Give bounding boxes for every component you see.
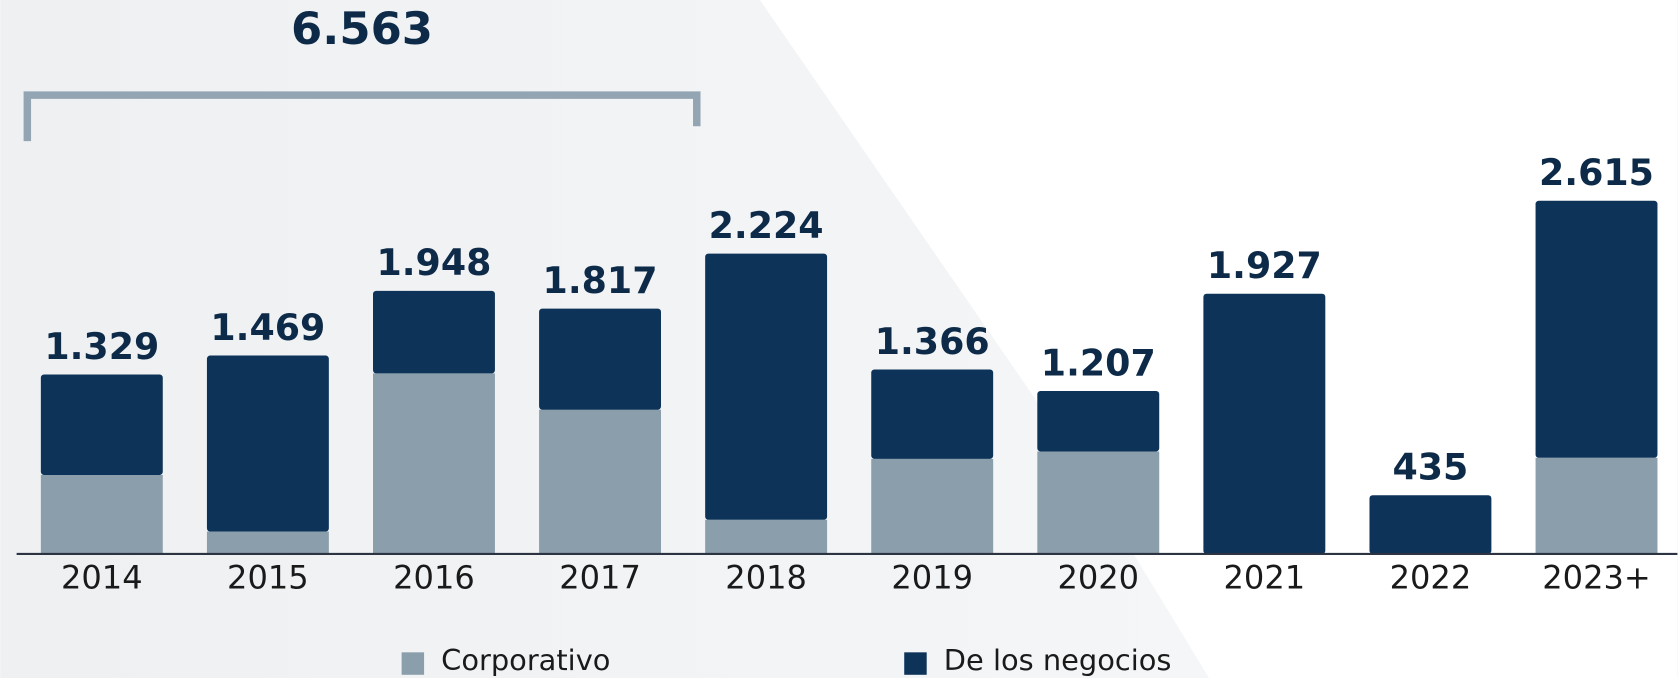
- bar-segment: [871, 458, 994, 554]
- legend-swatch: [904, 652, 927, 675]
- total-label: 1.817: [543, 259, 658, 302]
- bar-segment: [1369, 495, 1492, 554]
- plot: 1.329 2014 1.469 2015 1.948 2016 1.817 2017 2.22…: [40, 151, 1658, 597]
- total-label: 1.469: [210, 306, 325, 349]
- legend-label: Corporativo: [441, 643, 610, 677]
- bar-segment: [1535, 200, 1658, 458]
- bar-segment: [373, 290, 495, 374]
- bar-segment: [1037, 390, 1160, 452]
- bar-segment: [539, 308, 661, 410]
- x-tick-label: 2019: [891, 559, 973, 597]
- bar-segment: [1535, 457, 1658, 554]
- legend-label: De los negocios: [944, 643, 1172, 677]
- x-tick-label: 2017: [559, 559, 641, 597]
- x-tick-label: 2016: [393, 559, 475, 597]
- x-tick-label: 2022: [1390, 559, 1472, 597]
- total-label: 1.948: [376, 241, 491, 284]
- bar-segment: [206, 531, 329, 554]
- bar-segment: [705, 253, 828, 520]
- x-tick-label: 2020: [1057, 559, 1139, 597]
- total-label: 1.927: [1207, 244, 1322, 287]
- annotation: 6.563: [291, 2, 433, 55]
- bracket: [23, 91, 701, 142]
- legend-swatch: [401, 652, 425, 675]
- bar-segment: [871, 369, 994, 459]
- x-tick-label: 2014: [61, 559, 143, 597]
- x-tick-label: 2021: [1224, 559, 1306, 597]
- bar-segment: [40, 474, 163, 554]
- bar-segment: [539, 409, 661, 554]
- bar-segment: [705, 519, 828, 554]
- total-label: 2.615: [1539, 151, 1654, 194]
- x-tick-label: 2015: [227, 559, 309, 597]
- total-label: 2.224: [709, 204, 824, 247]
- bar-segment: [1203, 293, 1326, 554]
- bar-segment: [40, 374, 163, 475]
- bar-segment: [1037, 451, 1160, 554]
- total-label: 435: [1392, 446, 1468, 489]
- bar-segment: [206, 355, 329, 532]
- total-label: 1.329: [44, 325, 159, 368]
- bar-segment: [373, 373, 495, 554]
- total-label: 1.366: [875, 320, 990, 363]
- x-tick-label: 2023+: [1542, 559, 1651, 597]
- total-label: 1.207: [1041, 341, 1156, 384]
- x-tick-label: 2018: [725, 559, 807, 597]
